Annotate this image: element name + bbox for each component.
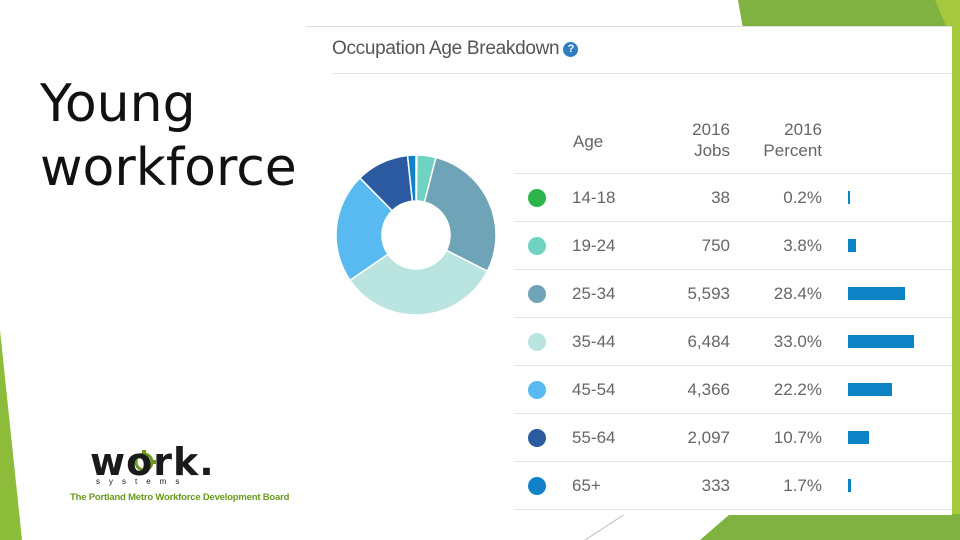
- donut-slice-25-34: [423, 156, 496, 273]
- percent-cell: 33.0%: [773, 332, 822, 351]
- column-header-percent: 2016 Percent: [763, 119, 822, 203]
- slide-title: Young workforce: [40, 72, 297, 200]
- percent-bar: [848, 383, 893, 396]
- legend-dot-icon: [528, 429, 546, 447]
- donut-slice-35-44: [348, 249, 489, 315]
- jobs-cell: 6,484: [687, 332, 730, 351]
- table-row: 14-18 38 0.2%: [514, 173, 952, 222]
- occupation-age-panel: Occupation Age Breakdown? Age 2016 Jobs …: [306, 26, 952, 515]
- age-cell: 65+: [572, 476, 601, 495]
- percent-bar: [848, 335, 914, 348]
- column-header-jobs-label: Jobs: [694, 141, 730, 160]
- age-cell: 14-18: [572, 188, 616, 207]
- panel-divider: [332, 73, 952, 74]
- jobs-cell: 4,366: [687, 380, 730, 399]
- column-header-jobs-year: 2016: [692, 120, 730, 139]
- donut-slice-45-54: [336, 176, 394, 282]
- slide-title-line-1: Young: [40, 74, 196, 134]
- percent-bar: [848, 431, 870, 444]
- column-header-percent-label: Percent: [763, 141, 822, 160]
- percent-cell: 22.2%: [773, 380, 822, 399]
- jobs-cell: 333: [701, 476, 730, 495]
- panel-title-text: Occupation Age Breakdown: [332, 38, 560, 59]
- jobs-cell: 38: [711, 188, 730, 207]
- jobs-cell: 2,097: [687, 428, 730, 447]
- green-stripe-left: [0, 330, 22, 540]
- green-corner-bottom-right: [700, 514, 960, 540]
- column-header-jobs: 2016 Jobs: [692, 119, 730, 203]
- legend-dot-icon: [528, 333, 546, 351]
- percent-bar: [848, 239, 856, 252]
- age-cell: 35-44: [572, 332, 616, 351]
- logo-tagline: The Portland Metro Workforce Development…: [70, 492, 290, 503]
- age-donut-chart: [336, 155, 496, 315]
- legend-dot-icon: [528, 237, 546, 255]
- table-row: 45-54 4,366 22.2%: [514, 365, 952, 414]
- percent-bar: [848, 191, 850, 204]
- legend-dot-icon: [528, 477, 546, 495]
- percent-cell: 0.2%: [783, 188, 822, 207]
- legend-dot-icon: [528, 381, 546, 399]
- percent-cell: 10.7%: [773, 428, 822, 447]
- age-cell: 19-24: [572, 236, 616, 255]
- table-row: 35-44 6,484 33.0%: [514, 317, 952, 366]
- table-bottom-border: [514, 509, 952, 510]
- work-systems-logo: work. systems The Portland Metro Workfor…: [66, 440, 289, 510]
- logo-subword: systems: [96, 477, 189, 486]
- table-row: 55-64 2,097 10.7%: [514, 413, 952, 462]
- percent-cell: 28.4%: [773, 284, 822, 303]
- legend-dot-icon: [528, 189, 546, 207]
- jobs-cell: 750: [701, 236, 730, 255]
- help-icon[interactable]: ?: [563, 42, 579, 57]
- column-header-percent-year: 2016: [784, 120, 822, 139]
- jobs-cell: 5,593: [687, 284, 730, 303]
- column-header-age: Age: [573, 132, 604, 151]
- age-cell: 25-34: [572, 284, 616, 303]
- slide-title-line-2: workforce: [40, 138, 297, 198]
- panel-title: Occupation Age Breakdown?: [332, 38, 579, 60]
- donut-slice-65+: [406, 155, 417, 203]
- percent-bar: [848, 287, 905, 300]
- logo-gear-icon: [132, 450, 156, 474]
- table-row: 65+ 333 1.7%: [514, 461, 952, 510]
- logo-word: work.: [90, 440, 215, 484]
- legend-dot-icon: [528, 285, 546, 303]
- percent-cell: 1.7%: [783, 476, 822, 495]
- age-cell: 55-64: [572, 428, 616, 447]
- thin-line-bottom: [584, 513, 626, 540]
- table-row: 19-24 750 3.8%: [514, 221, 952, 270]
- green-stripe-right: [935, 0, 960, 520]
- percent-bar: [848, 479, 852, 492]
- table-row: 25-34 5,593 28.4%: [514, 269, 952, 318]
- age-cell: 45-54: [572, 380, 616, 399]
- percent-cell: 3.8%: [783, 236, 822, 255]
